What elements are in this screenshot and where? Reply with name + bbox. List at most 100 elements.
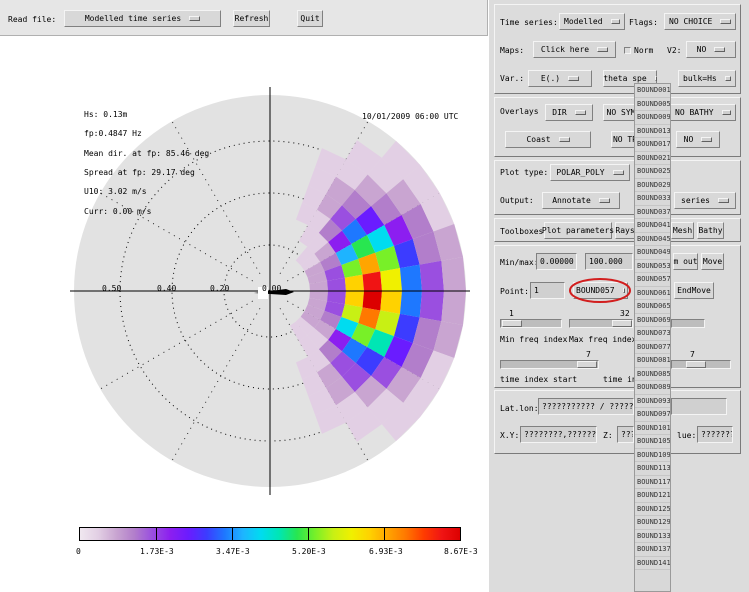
dropdown-item[interactable]: BOUND085 <box>635 368 670 381</box>
dropdown-item[interactable]: BOUND021 <box>635 152 670 165</box>
dropdown-item[interactable]: BOUND029 <box>635 179 670 192</box>
dropdown-item[interactable]: BOUND081 <box>635 354 670 368</box>
max-freq-slider[interactable] <box>569 319 633 328</box>
dropdown-item[interactable]: BOUND101 <box>635 422 670 435</box>
point-field[interactable]: 1 <box>530 282 565 299</box>
min-freq-thumb[interactable] <box>502 320 522 327</box>
time-start-thumb[interactable] <box>577 361 597 368</box>
dropdown-item[interactable]: BOUND097 <box>635 408 670 422</box>
dir-menu[interactable]: DIR <box>545 104 593 121</box>
dropdown-item[interactable]: BOUND121 <box>635 489 670 503</box>
time-end-slider[interactable] <box>671 360 731 369</box>
dropdown-item[interactable]: BOUND065 <box>635 300 670 314</box>
read-file-menu[interactable]: Modelled time series <box>64 10 221 27</box>
output-menu[interactable]: Annotate <box>542 192 620 209</box>
dropdown-item[interactable]: BOUND025 <box>635 165 670 179</box>
dropdown-item[interactable]: BOUND017 <box>635 138 670 152</box>
move-button[interactable]: Move <box>701 253 724 270</box>
hs-text: Hs: 0.13m <box>84 110 128 119</box>
minmax-label: Min/max: <box>500 258 539 267</box>
min-freq-slider[interactable] <box>500 319 562 328</box>
dropdown-item[interactable]: BOUND061 <box>635 287 670 300</box>
dropdown-item[interactable]: BOUND093 <box>635 395 670 408</box>
spectrum-cell <box>330 205 356 231</box>
xy-field[interactable]: ????????,???????? <box>520 426 597 443</box>
quit-button[interactable]: Quit <box>297 10 323 27</box>
flags-menu[interactable]: NO CHOICE <box>664 13 736 30</box>
dropdown-item[interactable]: BOUND125 <box>635 503 670 516</box>
spectrum-cell <box>433 321 464 359</box>
theta-menu[interactable]: theta spe <box>603 70 657 87</box>
time-series-menu[interactable]: Modelled <box>559 13 625 30</box>
no2-menu[interactable]: NO <box>676 131 720 148</box>
plot-parameters-button[interactable]: Plot parameters <box>542 222 614 239</box>
min-field[interactable]: 0.00000 <box>536 253 577 270</box>
dropdown-item[interactable]: BOUND073 <box>635 327 670 341</box>
norm-checkbox[interactable] <box>624 47 631 54</box>
dropdown-item[interactable]: BOUND117 <box>635 476 670 489</box>
dropdown-item[interactable]: BOUND069 <box>635 314 670 327</box>
spectrum-cell <box>366 329 395 357</box>
bound-menu[interactable]: BOUND057 <box>573 282 628 299</box>
angle-slider[interactable] <box>671 319 705 328</box>
spectrum-cell <box>295 246 315 266</box>
dropdown-item[interactable]: BOUND057 <box>635 273 670 287</box>
spectrum-cell <box>346 407 382 442</box>
dropdown-item[interactable]: BOUND105 <box>635 435 670 449</box>
dropdown-item[interactable]: BOUND005 <box>635 98 670 111</box>
axis-label-2: 0.20 <box>210 284 230 293</box>
spectrum-cell <box>307 297 328 311</box>
var-menu[interactable]: E(.) <box>528 70 592 87</box>
dropdown-item[interactable]: BOUND041 <box>635 219 670 233</box>
direction-arrow-mark <box>258 287 268 299</box>
coast-menu[interactable]: Coast <box>505 131 591 148</box>
norm-toggle[interactable]: Norm <box>624 46 653 55</box>
latlon-field[interactable]: ??????????? / ?????? <box>538 398 634 415</box>
dropdown-item[interactable]: BOUND009 <box>635 111 670 125</box>
dropdown-item[interactable]: BOUND113 <box>635 462 670 476</box>
latlon-field-ext[interactable] <box>671 398 727 415</box>
zoom-out-button[interactable]: m out <box>673 253 698 270</box>
dropdown-item[interactable]: BOUND133 <box>635 530 670 543</box>
spectrum-cell <box>335 244 359 266</box>
v2-menu[interactable]: NO <box>686 41 736 58</box>
dropdown-item[interactable]: BOUND137 <box>635 543 670 557</box>
value-field[interactable]: ??????? <box>697 426 733 443</box>
spectrum-cell <box>341 189 372 220</box>
max-field[interactable]: 100.000 <box>585 253 633 270</box>
time-start-slider[interactable] <box>500 360 599 369</box>
rays-button[interactable]: Rays <box>615 222 635 239</box>
spectrum-cell <box>355 347 385 376</box>
spectrum-cell <box>315 148 346 177</box>
spectrum-cell <box>367 388 404 425</box>
dropdown-item[interactable]: BOUND053 <box>635 260 670 273</box>
series-menu[interactable]: series <box>674 192 736 209</box>
end-move-button[interactable]: EndMove <box>674 282 714 299</box>
u10-text: U10: 3.02 m/s <box>84 187 147 196</box>
dropdown-item[interactable]: BOUND141 <box>635 557 670 570</box>
dropdown-item[interactable]: BOUND001 <box>635 84 670 98</box>
z-field[interactable]: ??? <box>617 426 634 443</box>
spectrum-cell <box>342 219 367 244</box>
refresh-button[interactable]: Refresh <box>233 10 270 27</box>
dropdown-item[interactable]: BOUND033 <box>635 192 670 206</box>
time-end-thumb[interactable] <box>686 361 706 368</box>
dropdown-item[interactable]: BOUND037 <box>635 206 670 219</box>
max-freq-thumb[interactable] <box>612 320 632 327</box>
maps-menu[interactable]: Click here <box>533 41 616 58</box>
dropdown-item[interactable]: BOUND013 <box>635 125 670 138</box>
plot-type-menu[interactable]: POLAR_POLY <box>550 164 630 181</box>
dropdown-item[interactable]: BOUND045 <box>635 233 670 246</box>
dropdown-item[interactable]: BOUND129 <box>635 516 670 530</box>
spectrum-cell <box>433 223 464 261</box>
spectrum-cell <box>420 350 455 389</box>
dropdown-item[interactable]: BOUND109 <box>635 449 670 462</box>
bulk-menu[interactable]: bulk=Hs <box>678 70 736 87</box>
bound-dropdown-list[interactable]: BOUND001 BOUND005 BOUND009 BOUND013 BOUND017… <box>634 83 671 592</box>
bathy-button[interactable]: Bathy <box>697 222 724 239</box>
dropdown-item[interactable]: BOUND049 <box>635 246 670 260</box>
dropdown-item[interactable]: BOUND077 <box>635 341 670 354</box>
mesh-button[interactable]: Mesh <box>671 222 694 239</box>
dropdown-item[interactable]: BOUND089 <box>635 381 670 395</box>
nobathy-menu[interactable]: NO BATHY <box>670 104 736 121</box>
